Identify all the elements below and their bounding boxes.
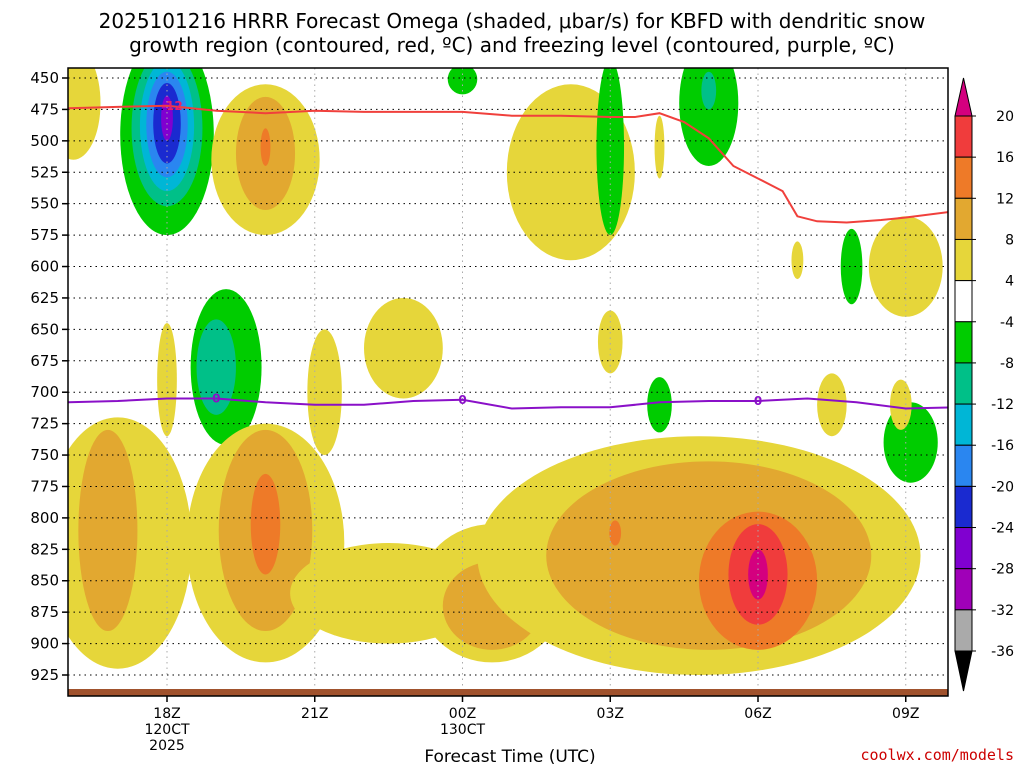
colorbar-top-triangle (954, 77, 973, 117)
y-tick-label-650: 650 (30, 320, 59, 338)
x-tick-label-21-0: 21Z (301, 706, 328, 722)
y-tick-label-850: 850 (30, 572, 59, 590)
colorbar-label-12: -32 (991, 603, 1014, 619)
watermark: coolwx.com/models (860, 746, 1014, 764)
colorbar-bin-4 (954, 238, 973, 282)
colorbar-bin-8 (954, 403, 973, 446)
colorbar-bin-9 (954, 444, 973, 487)
y-tick-label-700: 700 (30, 383, 59, 401)
omega-region-31 (78, 429, 138, 632)
colorbar-bin-6 (954, 321, 973, 364)
colorbar-label-8: -16 (991, 438, 1014, 454)
colorbar-label-5: -4 (1000, 315, 1014, 331)
omega-region-19 (989, 260, 1009, 323)
omega-region-17 (791, 241, 804, 280)
colorbar-bin-11 (954, 527, 973, 570)
omega-region-13 (654, 115, 665, 179)
y-tick-label-500: 500 (30, 132, 59, 150)
colorbar-bin-1 (954, 115, 973, 158)
y-tick-label-600: 600 (30, 258, 59, 276)
omega-region-22 (196, 319, 236, 415)
y-tick-label-450: 450 (30, 69, 59, 87)
y-tick-label-800: 800 (30, 509, 59, 527)
x-tick-label-24-0: 00Z (449, 706, 476, 722)
omega-region-15 (701, 71, 717, 110)
x-tick-label-18-2: 2025 (149, 738, 185, 754)
colorbar-bottom-triangle (954, 650, 973, 692)
colorbar-label-3: 8 (1005, 232, 1014, 248)
freezing-level-contour-label-2: 0 (754, 394, 762, 408)
plot-grid (68, 68, 948, 696)
y-tick-label-525: 525 (30, 163, 59, 181)
omega-region-14 (679, 68, 739, 166)
y-tick-label-925: 925 (30, 666, 59, 684)
omega-region-9 (260, 128, 271, 166)
colorbar-bin-3 (954, 197, 973, 240)
chart-title-line-2: growth region (contoured, red, ºC) and f… (129, 33, 895, 57)
freezing-level-contour-label-0: 0 (212, 391, 220, 405)
colorbar-label-9: -20 (991, 479, 1014, 495)
colorbar-label-0: 20 (996, 109, 1014, 125)
colorbar: 20 16 12 8 4 -4 -8 -12 -16 -20 -24 -28 -32 -36 (954, 77, 1014, 692)
colorbar-bin-7 (954, 362, 973, 405)
omega-shading (68, 68, 1009, 675)
dgz-contour (68, 104, 948, 224)
contour-lines: -12 0 0 0 (68, 99, 948, 410)
colorbar-bin-5 (954, 280, 973, 323)
colorbar-label-6: -8 (1000, 356, 1014, 372)
dgz-contour-label-0: -12 (161, 99, 183, 113)
y-tick-label-825: 825 (30, 540, 59, 558)
colorbar-bin-2 (954, 156, 973, 199)
y-tick-label-625: 625 (30, 289, 59, 307)
freezing-level-contour (68, 397, 948, 410)
y-tick-label-725: 725 (30, 415, 59, 433)
colorbar-bin-12 (954, 568, 973, 611)
y-tick-label-900: 900 (30, 635, 59, 653)
colorbar-bin-10 (954, 485, 973, 529)
omega-region-28 (889, 379, 912, 430)
colorbar-label-2: 12 (996, 191, 1014, 207)
colorbar-label-7: -12 (991, 397, 1014, 413)
y-axis: 450 475 500 525 550 575 600 625 650 675 700 725 750 7… (30, 69, 68, 684)
omega-region-20 (157, 323, 177, 437)
omega-region-29 (817, 373, 847, 437)
y-tick-label-750: 750 (30, 446, 59, 464)
y-tick-label-475: 475 (30, 100, 59, 118)
freezing-level-contour-label-1: 0 (458, 393, 466, 407)
ground-strip (68, 689, 948, 696)
omega-region-0 (68, 68, 101, 160)
omega-region-24 (364, 297, 443, 399)
y-tick-label-875: 875 (30, 603, 59, 621)
omega-region-34 (250, 473, 281, 575)
x-axis-title: Forecast Time (UTC) (424, 747, 595, 767)
y-tick-label-550: 550 (30, 195, 59, 213)
x-tick-label-27-0: 03Z (597, 706, 624, 722)
omega-region-10 (447, 68, 478, 95)
colorbar-label-4: 4 (1005, 274, 1014, 290)
colorbar-label-10: -24 (991, 521, 1014, 537)
omega-region-43 (609, 520, 622, 546)
x-tick-label-33-0: 09Z (892, 706, 919, 722)
chart-title-line-1: 2025101216 HRRR Forecast Omega (shaded, … (99, 9, 926, 33)
y-tick-label-575: 575 (30, 226, 59, 244)
x-tick-label-30-0: 06Z (744, 706, 771, 722)
colorbar-bin-13 (954, 609, 973, 652)
plot-frame (67, 67, 949, 697)
colorbar-label-1: 16 (996, 150, 1014, 166)
colorbar-label-11: -28 (991, 562, 1014, 578)
omega-region-25 (597, 310, 623, 374)
y-tick-label-675: 675 (30, 352, 59, 370)
omega-region-26 (647, 377, 672, 433)
x-tick-label-18-0: 18Z (153, 706, 180, 722)
y-tick-label-775: 775 (30, 477, 59, 495)
omega-region-23 (307, 329, 342, 456)
omega-region-18 (840, 228, 863, 305)
x-tick-label-18-1: 120CT (144, 722, 189, 738)
colorbar-label-13: -36 (991, 644, 1014, 660)
x-tick-label-24-1: 130CT (440, 722, 485, 738)
